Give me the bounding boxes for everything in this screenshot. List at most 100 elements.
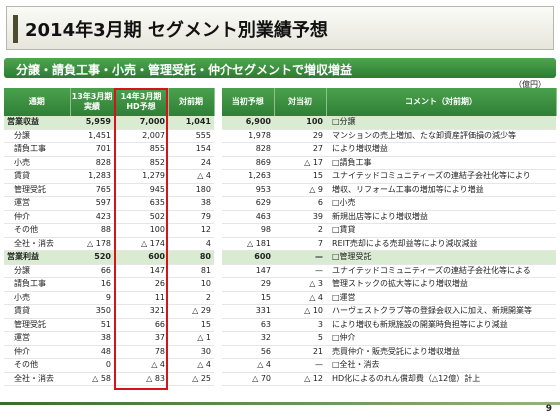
segment-label: その他: [4, 358, 70, 373]
actual-value: 765: [70, 183, 114, 197]
table-row: 請負工事 701 855 154 828 27 により増収増益: [4, 142, 556, 157]
actual-value: 38: [70, 331, 114, 346]
actual-value: 597: [70, 196, 114, 211]
actual-value: 1,451: [70, 129, 114, 143]
comment-text: HD化によるのれん償却費（△12億）計上: [326, 372, 556, 386]
comment-text: 売買仲介・販売受託により増収増益: [326, 345, 556, 359]
header-actual-line2: 実績: [84, 102, 100, 111]
forecast-value: 635: [114, 196, 168, 211]
forecast-value: 66: [114, 318, 168, 332]
yoy-value: 2: [168, 291, 214, 305]
gap-cell: [214, 210, 222, 224]
segment-label: 小売: [4, 156, 70, 170]
segment-label: 賃貸: [4, 304, 70, 319]
comment-text: ユナイテッドコミュニティーズの連結子会社化等による: [326, 264, 556, 278]
title-bar: 2014年3月期 セグメント別業績予想: [6, 6, 554, 50]
yoy-value: △ 4: [168, 169, 214, 184]
yoy-value: 4: [168, 237, 214, 251]
vs-initial-value: 39: [274, 210, 326, 224]
subtitle-banner: 分譲・請負工事・小売・管理受託・仲介セグメントで増収増益: [4, 58, 556, 78]
comment-text: □管理受託: [326, 250, 556, 265]
table-row: 小売 9 11 2 15 △ 4 □運営: [4, 291, 556, 305]
actual-value: 1,283: [70, 169, 114, 184]
gap-cell: [214, 169, 222, 183]
header-gap: [214, 88, 222, 116]
comment-text: 新規出店等により増収増益: [326, 210, 556, 224]
yoy-value: △ 25: [168, 372, 214, 386]
initial-value: 29: [222, 277, 274, 292]
title-accent: [13, 15, 18, 43]
gap-cell: [214, 250, 222, 264]
vs-initial-value: △ 12: [274, 372, 326, 386]
initial-value: 6,900: [222, 116, 274, 130]
header-yoy: 対前期: [168, 88, 215, 116]
table-row: 請負工事 16 26 10 29 △ 3 管理ストックの拡大等により増収増益: [4, 277, 556, 292]
comment-text: 増収、リフォーム工事の増加等により増益: [326, 183, 556, 197]
table-row: 全社・消去 △ 58 △ 83 △ 25 △ 70 △ 12 HD化によるのれん償却費（△1…: [4, 372, 556, 386]
vs-initial-value: 29: [274, 129, 326, 143]
vs-initial-value: 7: [274, 237, 326, 251]
header-forecast-line2: HD予想: [126, 102, 156, 111]
forecast-value: 502: [114, 210, 168, 224]
segment-label: 管理受託: [4, 318, 70, 332]
forecast-value: 2,007: [114, 129, 168, 143]
initial-value: 15: [222, 291, 274, 305]
comment-text: □全社・消去: [326, 358, 556, 373]
footer-bar: [0, 402, 560, 405]
forecast-value: △ 83: [114, 372, 168, 386]
segment-label: 運営: [4, 196, 70, 211]
vs-initial-value: △ 9: [274, 183, 326, 197]
yoy-value: 10: [168, 277, 214, 292]
comment-text: マンションの売上増加、たな卸資産評価損の減少等: [326, 129, 556, 143]
segment-label: 分譲: [4, 129, 70, 143]
segment-label: 営業利益: [4, 250, 70, 265]
actual-value: 16: [70, 277, 114, 292]
comment-text: □仲介: [326, 331, 556, 346]
table-row: 運営 38 37 △ 1 32 5 □仲介: [4, 331, 556, 346]
segment-label: 管理受託: [4, 183, 70, 197]
yoy-value: 30: [168, 345, 214, 359]
forecast-value: 37: [114, 331, 168, 346]
comment-text: □運営: [326, 291, 556, 305]
comment-text: □分譲: [326, 116, 556, 130]
initial-value: 147: [222, 264, 274, 278]
header-segment: 通期: [4, 88, 71, 116]
segment-label: 全社・消去: [4, 372, 70, 386]
forecast-value: 100: [114, 223, 168, 238]
initial-value: 331: [222, 304, 274, 319]
yoy-value: 555: [168, 129, 214, 143]
table-row: その他 88 100 12 98 2 □賃貸: [4, 223, 556, 238]
initial-value: 56: [222, 345, 274, 359]
vs-initial-value: 3: [274, 318, 326, 332]
forecast-value: 1,279: [114, 169, 168, 184]
yoy-value: 80: [168, 250, 214, 265]
initial-value: 463: [222, 210, 274, 224]
comment-text: ユナイテッドコミュニティーズの連結子会社化等により: [326, 169, 556, 184]
comment-text: により増収も新規施設の開業時負担等により減益: [326, 318, 556, 332]
unit-label: （億円）: [514, 80, 546, 89]
yoy-value: 79: [168, 210, 214, 224]
comment-text: □請負工事: [326, 156, 556, 170]
comment-text: ハーヴェストクラブ等の登録会収入に加え、新規開業等: [326, 304, 556, 319]
initial-value: 1,263: [222, 169, 274, 184]
gap-cell: [214, 318, 222, 332]
header-forecast: 14年3月期 HD予想: [114, 88, 169, 116]
table-row: 管理受託 765 945 180 953 △ 9 増収、リフォーム工事の増加等により増益: [4, 183, 556, 197]
segment-label: 運営: [4, 331, 70, 346]
initial-value: 1,978: [222, 129, 274, 143]
yoy-value: 15: [168, 318, 214, 332]
table-row: 仲介 48 78 30 56 21 売買仲介・販売受託により増収増益: [4, 345, 556, 359]
table-row: 管理受託 51 66 15 63 3 により増収も新規施設の開業時負担等により減益: [4, 318, 556, 332]
initial-value: 98: [222, 223, 274, 238]
vs-initial-value: 21: [274, 345, 326, 359]
actual-value: 828: [70, 156, 114, 170]
gap-cell: [214, 142, 222, 156]
actual-value: 423: [70, 210, 114, 224]
segment-label: 仲介: [4, 210, 70, 224]
vs-initial-value: △ 4: [274, 291, 326, 305]
subtitle: 分譲・請負工事・小売・管理受託・仲介セグメントで増収増益: [16, 63, 353, 77]
initial-value: △ 70: [222, 372, 274, 386]
initial-value: △ 181: [222, 237, 274, 251]
header-vs-initial: 対当初: [274, 88, 327, 116]
yoy-value: 12: [168, 223, 214, 238]
